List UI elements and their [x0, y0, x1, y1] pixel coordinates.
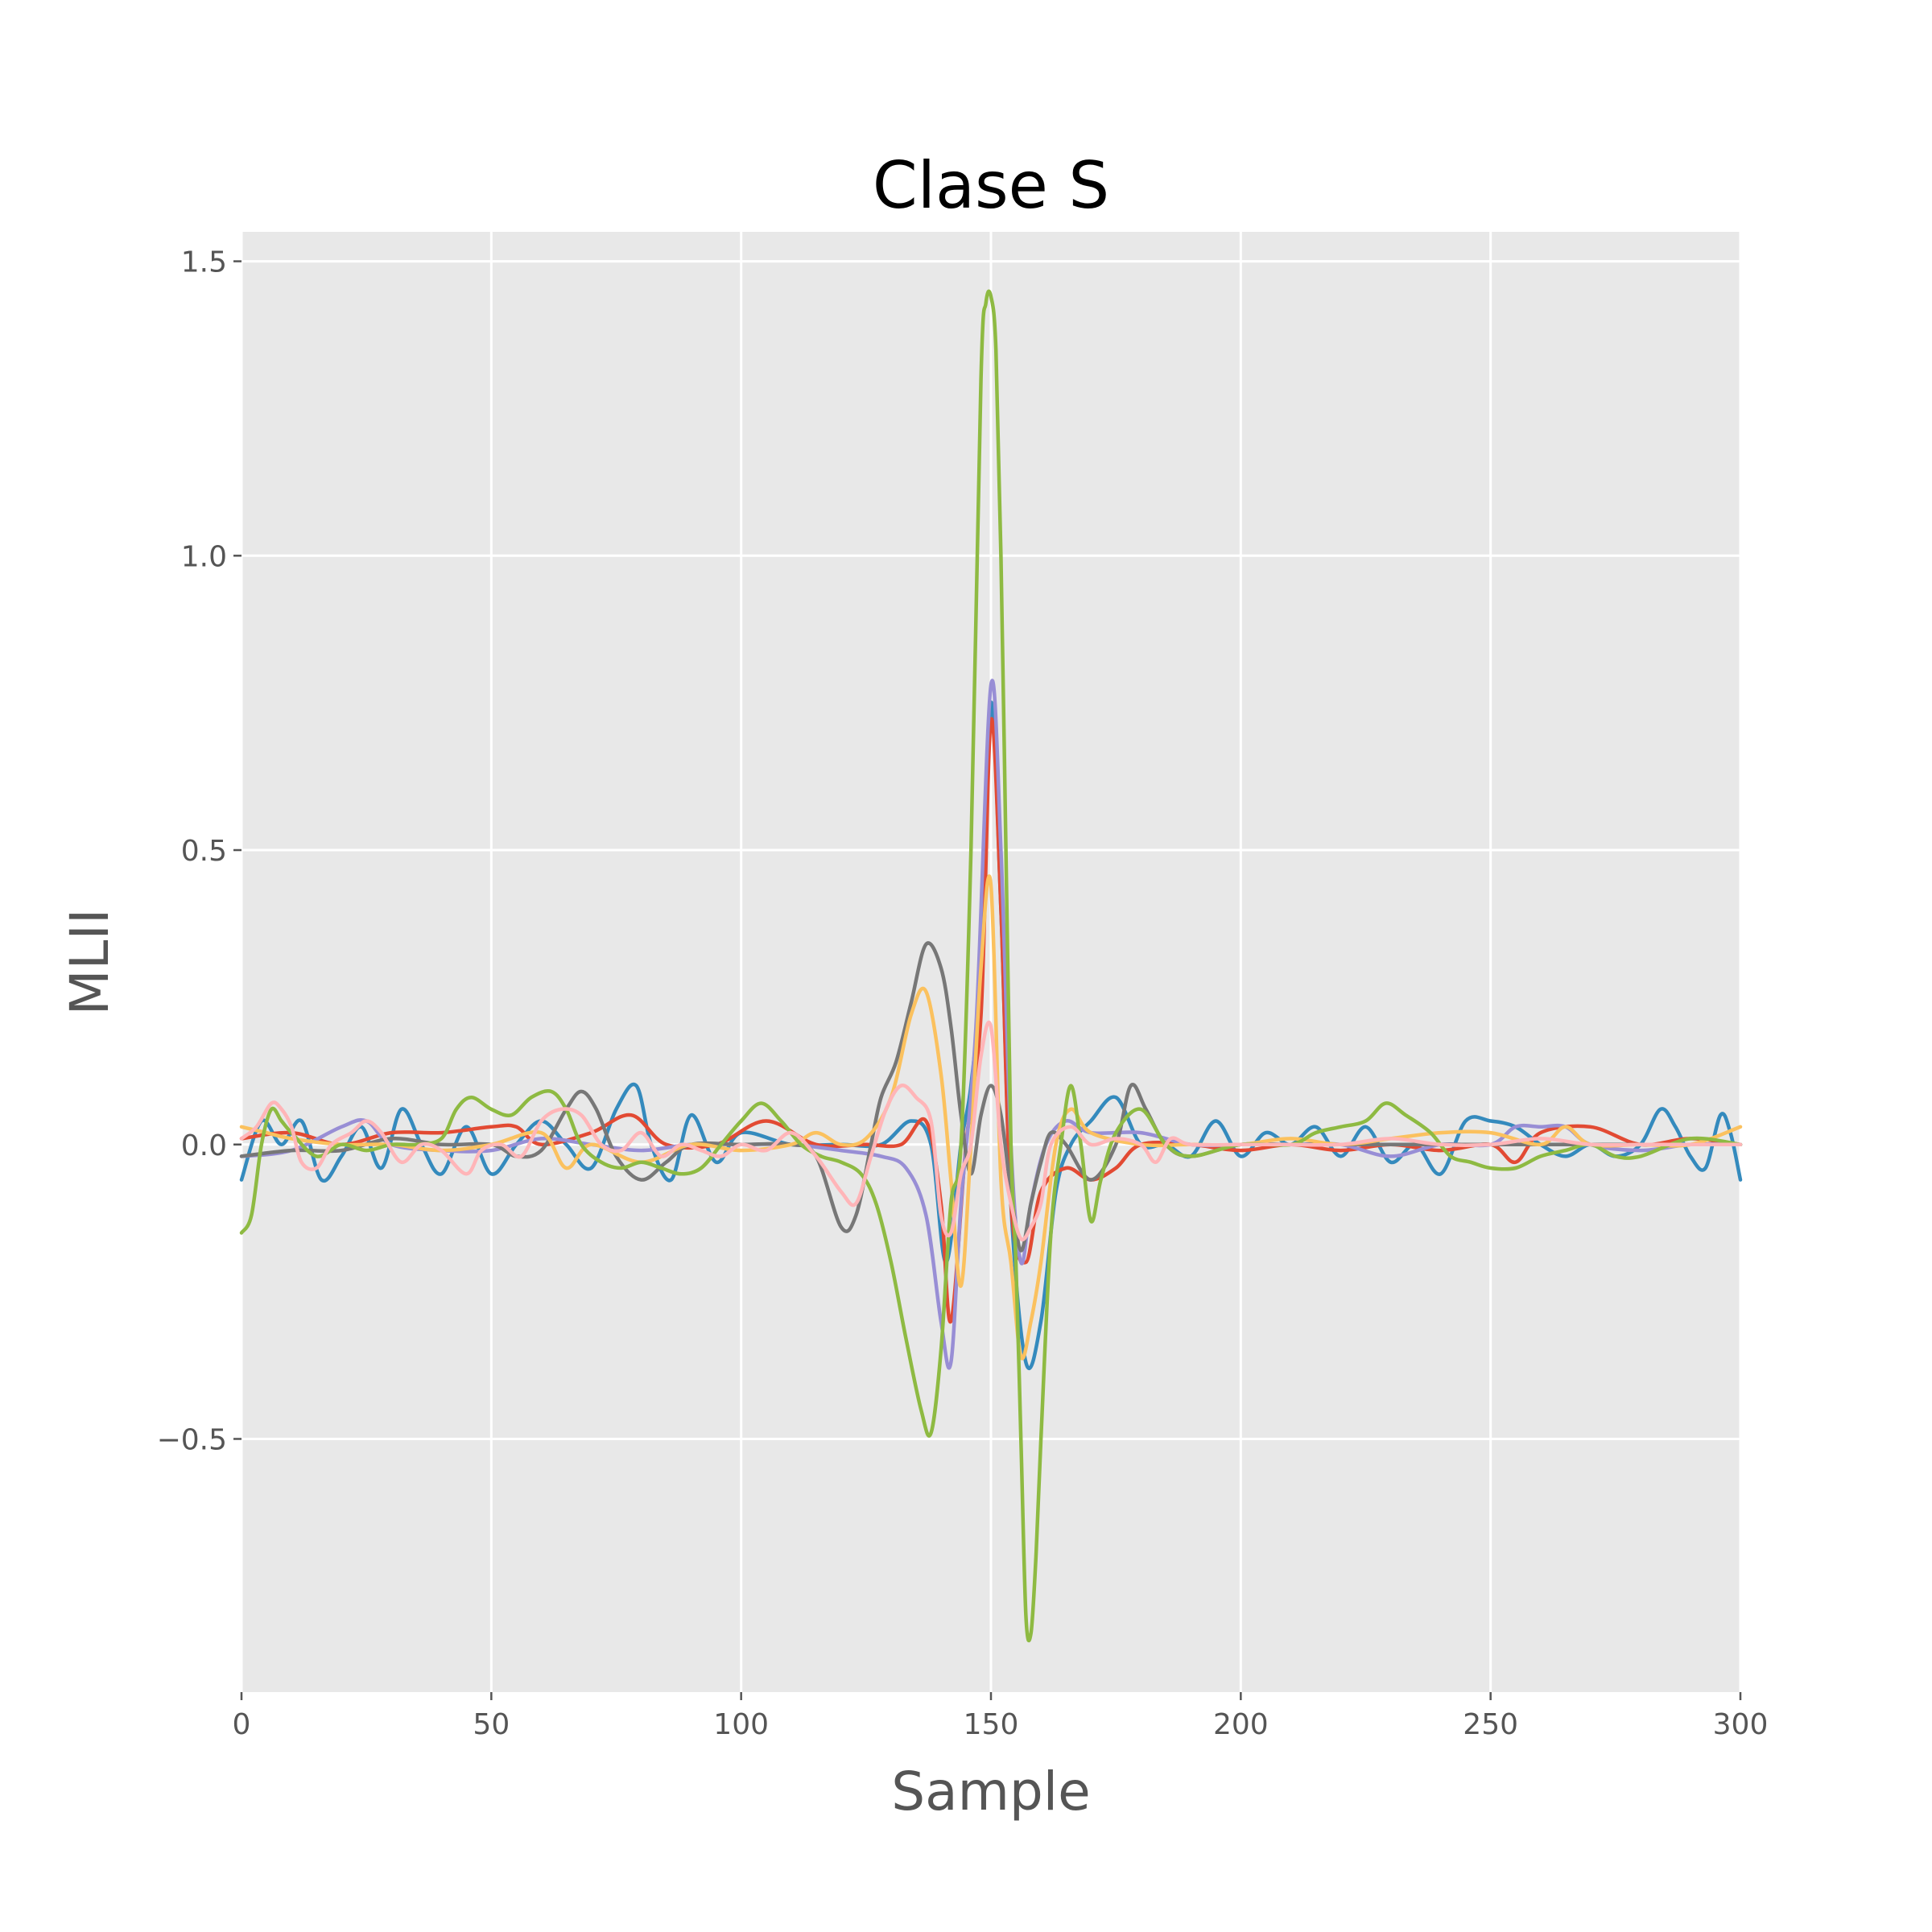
x-axis-label: Sample — [891, 1761, 1090, 1823]
x-tick-label: 50 — [473, 1708, 510, 1741]
grid-lines — [240, 232, 1742, 1692]
x-tick-label: 0 — [233, 1708, 251, 1741]
y-axis-label: MLII — [59, 909, 121, 1016]
x-tick-label: 200 — [1213, 1708, 1269, 1741]
series-line-6 — [239, 289, 1743, 1643]
x-tick-label: 100 — [713, 1708, 769, 1741]
y-tick-label: 0.0 — [181, 1129, 227, 1162]
y-tick-label: 1.5 — [181, 246, 227, 279]
y-axis: −0.5 0.0 0.5 1.0 1.5 — [157, 246, 242, 1456]
x-tick-label: 250 — [1463, 1708, 1518, 1741]
series-line-7 — [239, 1020, 1743, 1242]
x-tick-label: 150 — [964, 1708, 1019, 1741]
y-tick-label: −0.5 — [157, 1423, 227, 1456]
chart-title: Clase S — [873, 148, 1109, 223]
y-tick-label: 0.5 — [181, 835, 227, 868]
series-lines — [239, 289, 1743, 1643]
x-tick-label: 300 — [1713, 1708, 1769, 1741]
y-tick-label: 1.0 — [181, 540, 227, 573]
x-axis: 0 50 100 150 200 250 300 — [233, 1692, 1769, 1741]
